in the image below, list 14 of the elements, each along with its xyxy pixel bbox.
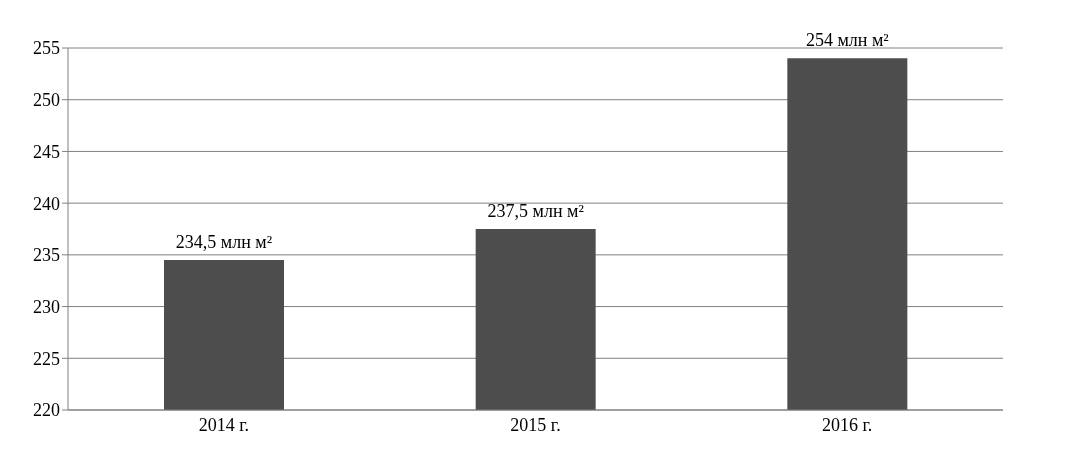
y-tick-label: 255 [33,38,60,59]
y-tick-label: 240 [33,193,60,214]
y-tick-label: 230 [33,296,60,317]
x-tick-label: 2016 г. [821,414,873,435]
data-label: 254 млн м² [805,30,889,51]
y-tick-label: 245 [33,141,60,162]
y-tick-label: 220 [33,400,60,421]
x-tick-label: 2014 г. [198,414,250,435]
data-label: 234,5 млн м² [175,232,273,253]
data-label: 237,5 млн м² [487,201,584,221]
y-tick-label: 235 [33,245,60,266]
x-tick-label: 2015 г. [510,414,561,435]
y-tick-label: 250 [33,90,60,111]
y-tick-label: 225 [33,348,60,369]
